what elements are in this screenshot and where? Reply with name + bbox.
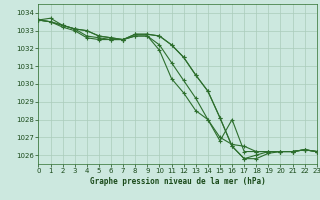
- X-axis label: Graphe pression niveau de la mer (hPa): Graphe pression niveau de la mer (hPa): [90, 177, 266, 186]
